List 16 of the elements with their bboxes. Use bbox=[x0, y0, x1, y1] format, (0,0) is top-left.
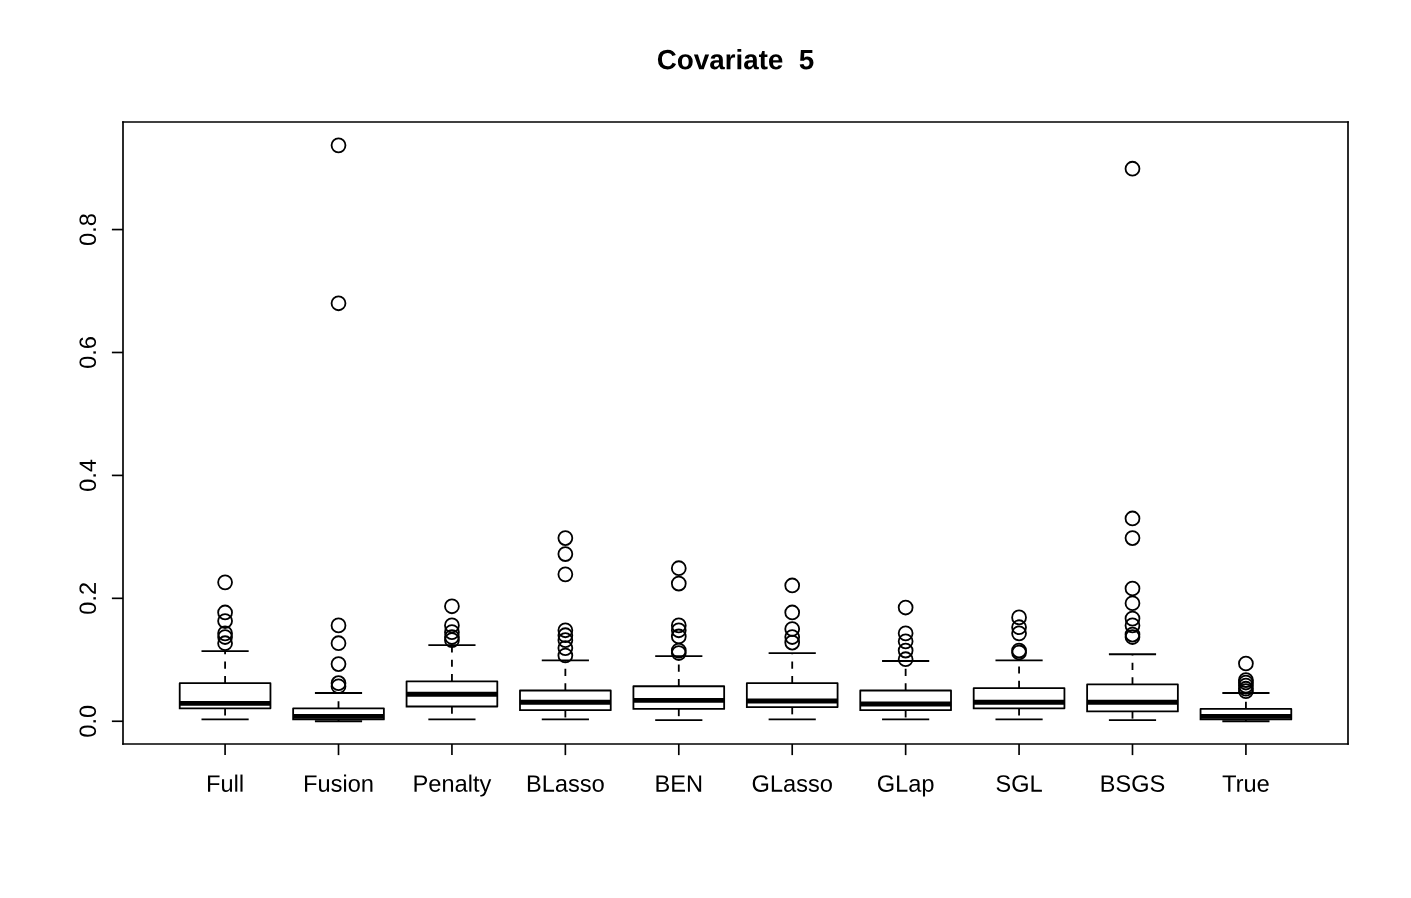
x-tick-label: Full bbox=[208, 774, 243, 792]
x-tick-label: True bbox=[1222, 775, 1269, 792]
x-tick-label: Penalty bbox=[414, 774, 492, 797]
chart-title: Covariate 5 bbox=[657, 49, 814, 70]
y-tick-label: 0.2 bbox=[79, 583, 97, 614]
x-tick-label: BLasso bbox=[527, 775, 604, 792]
x-tick-label: BEN bbox=[656, 775, 702, 792]
x-tick-label: GLap bbox=[877, 775, 934, 797]
x-tick-label: Fusion bbox=[305, 774, 373, 792]
x-tick-label: BSGS bbox=[1101, 775, 1165, 792]
x-tick-label: GLasso bbox=[752, 775, 832, 792]
y-tick-label: 0.0 bbox=[79, 705, 97, 737]
y-tick-label: 0.8 bbox=[79, 214, 97, 246]
x-tick-label: SGL bbox=[996, 775, 1042, 792]
y-tick-label: 0.4 bbox=[79, 459, 97, 491]
y-tick-label: 0.6 bbox=[79, 337, 97, 368]
